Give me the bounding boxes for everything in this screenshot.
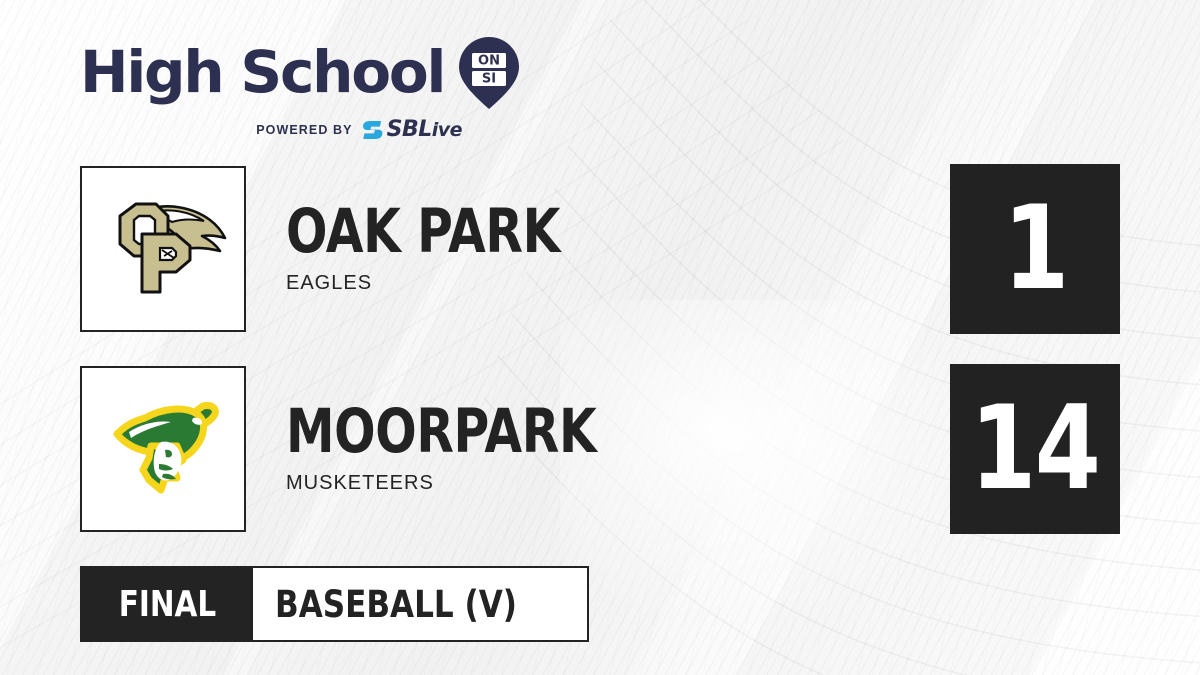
sport-label-panel: BASEBALL (V) — [253, 568, 587, 640]
team-score-box: 1 — [950, 164, 1120, 334]
sblive-logo-lockup: SBLive — [362, 117, 463, 142]
sblive-word-ive: ive — [431, 119, 463, 141]
oak-park-eagles-logo — [118, 202, 227, 294]
site-branding-header: High School ON SI POWERED BY SBLive — [80, 36, 520, 141]
powered-by-row: POWERED BY SBLive — [80, 119, 520, 141]
team-mascot: EAGLES — [286, 272, 373, 295]
sblive-word-sbl: SBL — [386, 117, 433, 142]
status-state-label: FINAL — [118, 583, 217, 625]
wordmark-row: High School ON SI — [80, 36, 520, 110]
team-score: 1 — [1002, 181, 1069, 316]
on-si-pin-icon: ON SI — [459, 37, 520, 109]
team-mascot: MUSKETEERS — [286, 472, 434, 495]
team-row: MOORPARK MUSKETEERS 14 — [80, 364, 1120, 534]
pin-top-label: ON — [478, 54, 500, 69]
game-status-bar: FINAL BASEBALL (V) — [80, 566, 590, 642]
sblive-s-icon — [362, 121, 383, 139]
team-row: OAK PARK EAGLES 1 — [80, 164, 1120, 334]
team-logo-card — [80, 166, 246, 332]
team-name: MOORPARK — [286, 395, 597, 467]
background-highlight-glow — [560, 300, 980, 630]
team-score: 14 — [970, 381, 1101, 516]
powered-by-label: POWERED BY — [256, 123, 353, 137]
sblive-wordmark: SBLive — [386, 117, 463, 142]
team-name: OAK PARK — [286, 195, 560, 267]
team-text-block: OAK PARK EAGLES — [286, 195, 950, 296]
site-wordmark: High School — [80, 38, 446, 107]
sport-label: BASEBALL (V) — [274, 582, 517, 626]
status-badge: FINAL — [82, 568, 253, 640]
team-score-box: 14 — [950, 364, 1120, 534]
team-text-block: MOORPARK MUSKETEERS — [286, 395, 950, 496]
pin-bottom-label: SI — [482, 72, 496, 87]
team-logo-card — [80, 366, 246, 532]
moorpark-musketeers-logo — [113, 402, 219, 494]
